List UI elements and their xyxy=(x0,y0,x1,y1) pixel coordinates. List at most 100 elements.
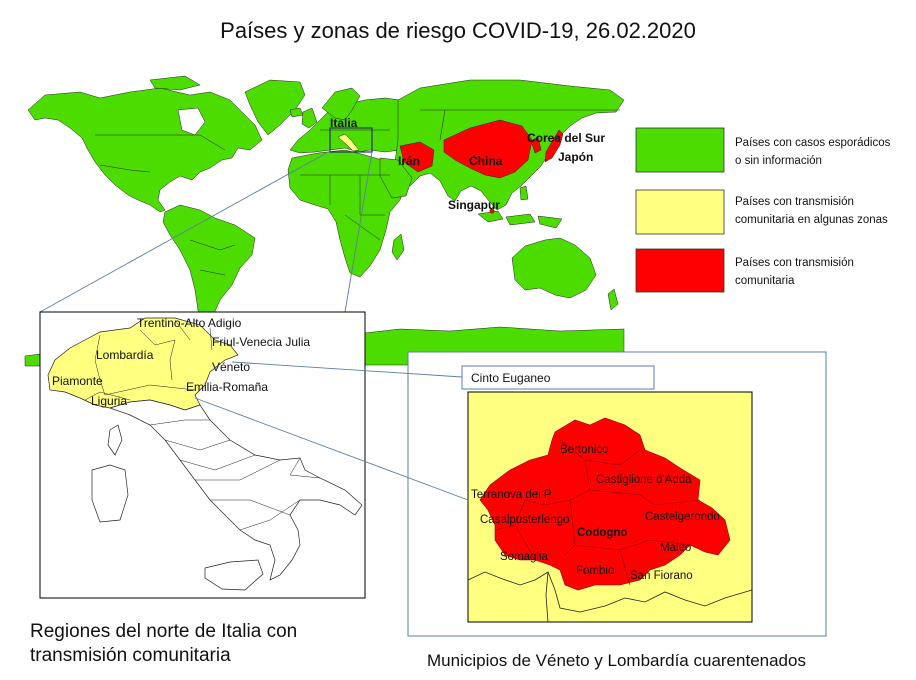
legend-label-green-line1: Países con casos esporádicos xyxy=(735,137,891,149)
hudson-bay xyxy=(177,107,206,136)
lombardy-border-line xyxy=(545,571,549,623)
philippines xyxy=(519,185,529,201)
border-south-4 xyxy=(195,459,281,481)
arabian-peninsula xyxy=(379,157,413,199)
label-japon: Japón xyxy=(558,150,593,164)
municipality-borders xyxy=(494,439,701,586)
label-castiglione-dadda: Castiglione d'Adda xyxy=(596,474,692,486)
label-maleo: Maleo xyxy=(660,542,691,554)
border-trentino-veneto xyxy=(174,319,191,341)
new-guinea xyxy=(537,215,563,229)
page-title: Países y zonas de riesgo COVID-19, 26.02… xyxy=(220,18,696,43)
border-usa-mexico xyxy=(99,164,151,173)
lombardy-river-line xyxy=(467,571,753,613)
australia xyxy=(511,237,597,299)
legend-label-green-line2: o sin información xyxy=(735,155,822,167)
sicily xyxy=(204,559,264,591)
label-trentino-alto-adigio: Trentino-Alto Adigio xyxy=(137,316,242,330)
arctic-islands xyxy=(149,75,201,91)
border-south-6 xyxy=(239,499,301,531)
world-map: Italia Corea del Sur Japón Irán China Si… xyxy=(24,75,625,367)
label-veneto: Véneto xyxy=(212,360,250,374)
legend-swatch-green xyxy=(635,127,725,173)
italy-north-region-borders xyxy=(84,319,213,401)
legend-swatch-red xyxy=(635,248,725,293)
corsica xyxy=(107,424,123,456)
legend-label-yellow-line1: Países con transmisión xyxy=(735,196,854,208)
label-piamonte: Piamonte xyxy=(52,374,103,388)
border-south-5 xyxy=(210,499,291,516)
border-south-3 xyxy=(179,454,256,471)
border-liguria xyxy=(84,391,131,401)
singapore xyxy=(489,208,495,214)
world-country-borders xyxy=(95,109,620,276)
label-iran: Irán xyxy=(398,154,420,168)
japan xyxy=(544,129,564,163)
madagascar xyxy=(391,233,405,261)
muni-border-6 xyxy=(619,549,631,586)
border-south-america-2 xyxy=(199,269,226,276)
legend-swatch-yellow xyxy=(635,189,725,235)
label-friul-venecia-julia: Friul-Venecia Julia xyxy=(212,335,310,349)
label-terranova-dei-p: Terranova dei P. xyxy=(471,489,553,501)
legend-label-red-line1: Países con transmisión xyxy=(735,257,854,269)
label-bertonico: Bertonico xyxy=(560,444,609,456)
caption-lombardy: Municipios de Véneto y Lombardía cuarent… xyxy=(427,651,806,670)
muni-border-5 xyxy=(574,539,691,551)
legend: Países con casos esporádicos o sin infor… xyxy=(635,127,891,293)
border-veneto-friuli xyxy=(209,327,213,351)
greenland xyxy=(244,79,306,136)
united-kingdom xyxy=(301,107,318,129)
connector-world-italy-left xyxy=(39,150,331,313)
border-lombardia-veneto xyxy=(169,339,176,381)
border-lombardia-trentino xyxy=(139,329,176,346)
muni-border-8 xyxy=(514,524,536,561)
cinto-euganeo-label: Cinto Euganeo xyxy=(471,371,551,385)
border-emilia-north xyxy=(104,384,196,396)
label-china: China xyxy=(469,154,503,168)
label-castelgerondo: Castelgerondo xyxy=(645,511,720,523)
antarctica-west xyxy=(24,353,41,367)
africa xyxy=(287,149,406,278)
border-south-america-1 xyxy=(189,239,236,251)
scandinavia xyxy=(321,87,361,121)
connector-world-italy-right xyxy=(344,151,373,313)
lombardy-inset: Cinto Euganeo Bertonico Castiglione d'Ad… xyxy=(407,351,827,637)
legend-label-yellow-line2: comunitaria en algunas zonas xyxy=(735,214,888,226)
legend-label-red-line2: comunitaria xyxy=(735,275,795,287)
muni-border-9 xyxy=(654,499,701,506)
border-canada-usa xyxy=(95,134,226,151)
italy-highlight-box xyxy=(329,127,373,153)
label-casalpusterlengo: Casalpusterlengo xyxy=(480,514,570,526)
border-africa-3 xyxy=(359,175,385,216)
connector-veneto-cinto xyxy=(231,361,463,378)
south-america xyxy=(162,204,256,331)
caption-italy-line2: transmisión comunitaria xyxy=(30,645,231,666)
muni-border-3 xyxy=(589,489,656,506)
italy-south-region-borders xyxy=(149,419,321,531)
label-singapur: Singapur xyxy=(448,198,500,212)
north-america xyxy=(27,87,263,213)
indonesia-central xyxy=(505,213,536,226)
caption-italy-line1: Regiones del norte de Italia con xyxy=(30,621,297,642)
italy-north-regions xyxy=(47,317,239,411)
muni-border-1 xyxy=(559,439,641,466)
label-san-fiorano: San Fiorano xyxy=(630,570,693,582)
label-corea-del-sur: Corea del Sur xyxy=(527,131,605,145)
label-lombardia: Lombardía xyxy=(96,348,154,362)
label-italia: Italia xyxy=(330,116,358,130)
border-africa-4 xyxy=(344,214,381,241)
sardinia xyxy=(91,464,129,523)
label-somaglia: Somaglia xyxy=(500,551,549,563)
cinto-euganeo-box xyxy=(461,365,655,390)
south-korea xyxy=(530,136,542,154)
new-zealand xyxy=(607,288,619,311)
label-emilia-romana: Emilia-Romaña xyxy=(186,380,268,394)
italy-world xyxy=(337,133,360,152)
label-codogno: Codogno xyxy=(577,527,627,539)
label-fombio: Fombio xyxy=(576,565,614,577)
china xyxy=(443,119,533,179)
iran xyxy=(399,141,435,173)
border-south-1 xyxy=(149,419,210,426)
